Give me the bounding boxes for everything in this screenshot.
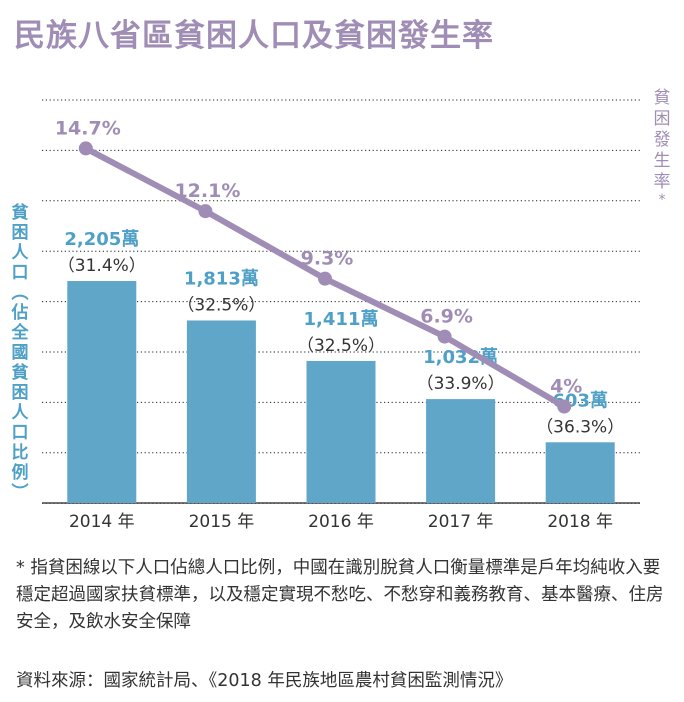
x-tick-label: 2018 年 (547, 512, 613, 532)
rate-point (78, 141, 93, 156)
left-axis-char: 全 (11, 323, 29, 343)
left-axis-char: ︶ (11, 483, 29, 503)
left-axis-char: ︵ (11, 283, 29, 303)
left-axis-char: 口 (11, 263, 29, 283)
rate-point (198, 204, 213, 219)
bar (67, 281, 137, 503)
chart: 2,205萬（31.4%）1,813萬（32.5%）1,411萬（32.5%）1… (42, 99, 640, 532)
rate-label: 6.9% (420, 306, 473, 328)
left-axis-char: 口 (11, 423, 29, 443)
bar-value-label: 1,032萬 (423, 347, 498, 368)
x-tick-label: 2014 年 (69, 512, 135, 532)
left-axis-char: 人 (11, 243, 29, 263)
bar-share-label: （32.5%） (297, 336, 385, 356)
bar (545, 442, 615, 503)
right-axis-char: 生 (653, 151, 671, 171)
bar (306, 360, 376, 503)
x-tick-label: 2015 年 (189, 512, 255, 532)
left-axis-char: 貧 (11, 203, 29, 223)
x-tick-label: 2017 年 (428, 512, 494, 532)
footnote: * 指貧困線以下人口佔總人口比例，中國在識別脫貧人口衡量標準是戶年均純收入要穩定… (16, 558, 664, 632)
bar (186, 320, 256, 503)
right-axis-char: 率 (653, 172, 671, 192)
x-tick-labels: 2014 年 2015 年 2016 年 2017 年 2018 年 (69, 512, 613, 532)
rate-label: 14.7% (55, 117, 121, 139)
bar-share-label: （32.5%） (177, 295, 265, 315)
bar-value-label: 1,411萬 (304, 309, 379, 330)
gridlines (42, 99, 640, 504)
left-axis-char: 貧 (11, 363, 29, 383)
right-axis-char: 困 (653, 109, 671, 129)
rate-line: 14.7% 12.1% 9.3% 6.9% 4% (55, 117, 582, 414)
bar-labels: 2,205萬 （31.4%） 1,813萬 （32.5%） 1,411萬 （32.5%） 1… (58, 229, 624, 437)
bar-share-label: （36.3%） (536, 417, 624, 437)
left-axis-char: 佔 (11, 303, 29, 323)
rate-label: 9.3% (301, 248, 354, 270)
rate-point (557, 399, 572, 414)
source-note: 資料來源：國家統計局、《2018 年民族地區農村貧困監測情況》 (16, 671, 513, 691)
bar-share-label: （31.4%） (58, 256, 146, 276)
rate-label: 12.1% (174, 180, 240, 202)
left-axis-char: 例 (11, 463, 29, 483)
right-axis-label: 貧困發生率 * (650, 88, 674, 207)
left-axis-char: 國 (11, 343, 29, 363)
chart-title: 民族八省區貧困人口及貧困發生率 (14, 18, 494, 54)
bar-share-label: （33.9%） (417, 374, 505, 394)
bars (67, 281, 615, 503)
left-axis-label: 貧困人口 ︵ 佔全國貧困人口比例 ︶ (8, 203, 32, 503)
left-axis-char: 困 (11, 383, 29, 403)
rate-label: 4% (550, 376, 582, 398)
x-tick-label: 2016 年 (308, 512, 374, 532)
right-axis-asterisk: * (658, 192, 666, 208)
left-axis-char: 比 (11, 443, 29, 463)
bar-value-label: 1,813萬 (184, 268, 259, 289)
right-axis-char: 貧 (653, 88, 671, 108)
rate-point (437, 329, 452, 344)
bar (426, 399, 496, 503)
right-axis-char: 發 (653, 130, 671, 150)
left-axis-char: 人 (11, 403, 29, 423)
rate-point (318, 271, 332, 286)
left-axis-char: 困 (11, 223, 29, 243)
bar-value-label: 2,205萬 (64, 229, 139, 250)
